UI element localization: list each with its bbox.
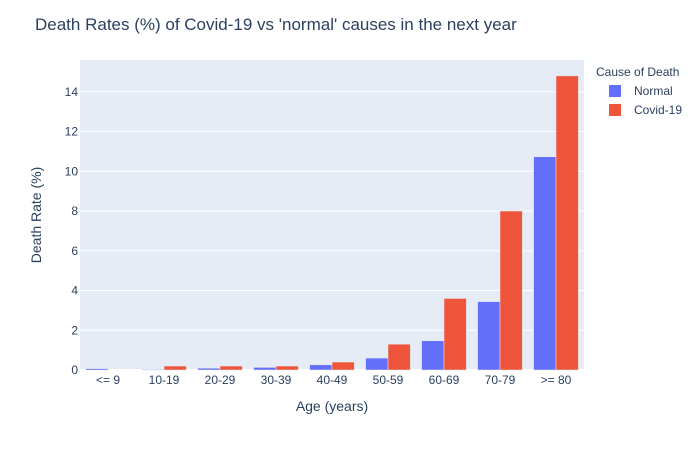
bar-covid-19 <box>443 298 467 371</box>
y-axis-title: Death Rate (%) <box>28 167 44 263</box>
y-tick-label: 0 <box>71 363 78 377</box>
y-tick-label: 14 <box>65 85 79 99</box>
y-tick-label: 8 <box>71 204 78 218</box>
legend-swatch <box>609 85 621 97</box>
bar-normal <box>197 367 221 371</box>
legend-entry: Covid-19 <box>634 103 682 117</box>
x-tick-label: >= 80 <box>541 373 572 387</box>
bars <box>85 75 579 371</box>
bar-covid-19 <box>219 365 243 371</box>
bar-normal <box>421 340 445 371</box>
bar-normal <box>533 156 557 371</box>
bar-normal <box>253 367 277 371</box>
bar-covid-19 <box>163 365 187 371</box>
x-tick-label: 10-19 <box>149 373 180 387</box>
x-axis-ticks: <= 9 10-19 20-29 30-39 40-49 50-59 60-69 70-79 >… <box>96 373 572 387</box>
x-tick-label: 30-39 <box>261 373 292 387</box>
bar-covid-19 <box>275 365 299 371</box>
y-tick-label: 4 <box>71 284 78 298</box>
x-axis-title: Age (years) <box>296 398 368 414</box>
legend-swatch <box>609 104 621 116</box>
legend-entry: Normal <box>634 84 673 98</box>
chart-title: Death Rates (%) of Covid-19 vs 'normal' … <box>35 15 517 34</box>
bar-covid-19 <box>555 75 579 371</box>
bar-covid-19 <box>387 343 411 371</box>
y-tick-label: 10 <box>65 164 79 178</box>
y-tick-label: 2 <box>71 323 78 337</box>
x-tick-label: 70-79 <box>485 373 516 387</box>
x-tick-label: 50-59 <box>373 373 404 387</box>
y-axis-ticks: 0 2 4 6 8 10 12 14 <box>65 85 79 377</box>
bar-covid-19 <box>331 361 355 371</box>
bar-normal <box>365 357 389 371</box>
x-tick-label: <= 9 <box>96 373 120 387</box>
bar-normal <box>141 369 165 371</box>
bar-covid-19 <box>499 210 523 371</box>
bar-normal <box>309 364 333 371</box>
legend-title: Cause of Death <box>596 65 679 79</box>
x-tick-label: 60-69 <box>429 373 460 387</box>
y-tick-label: 12 <box>65 125 79 139</box>
bar-normal <box>85 368 109 371</box>
y-tick-label: 6 <box>71 244 78 258</box>
x-tick-label: 20-29 <box>205 373 236 387</box>
legend: Cause of Death Normal Covid-19 <box>596 65 682 117</box>
bar-normal <box>477 301 501 371</box>
x-tick-label: 40-49 <box>317 373 348 387</box>
